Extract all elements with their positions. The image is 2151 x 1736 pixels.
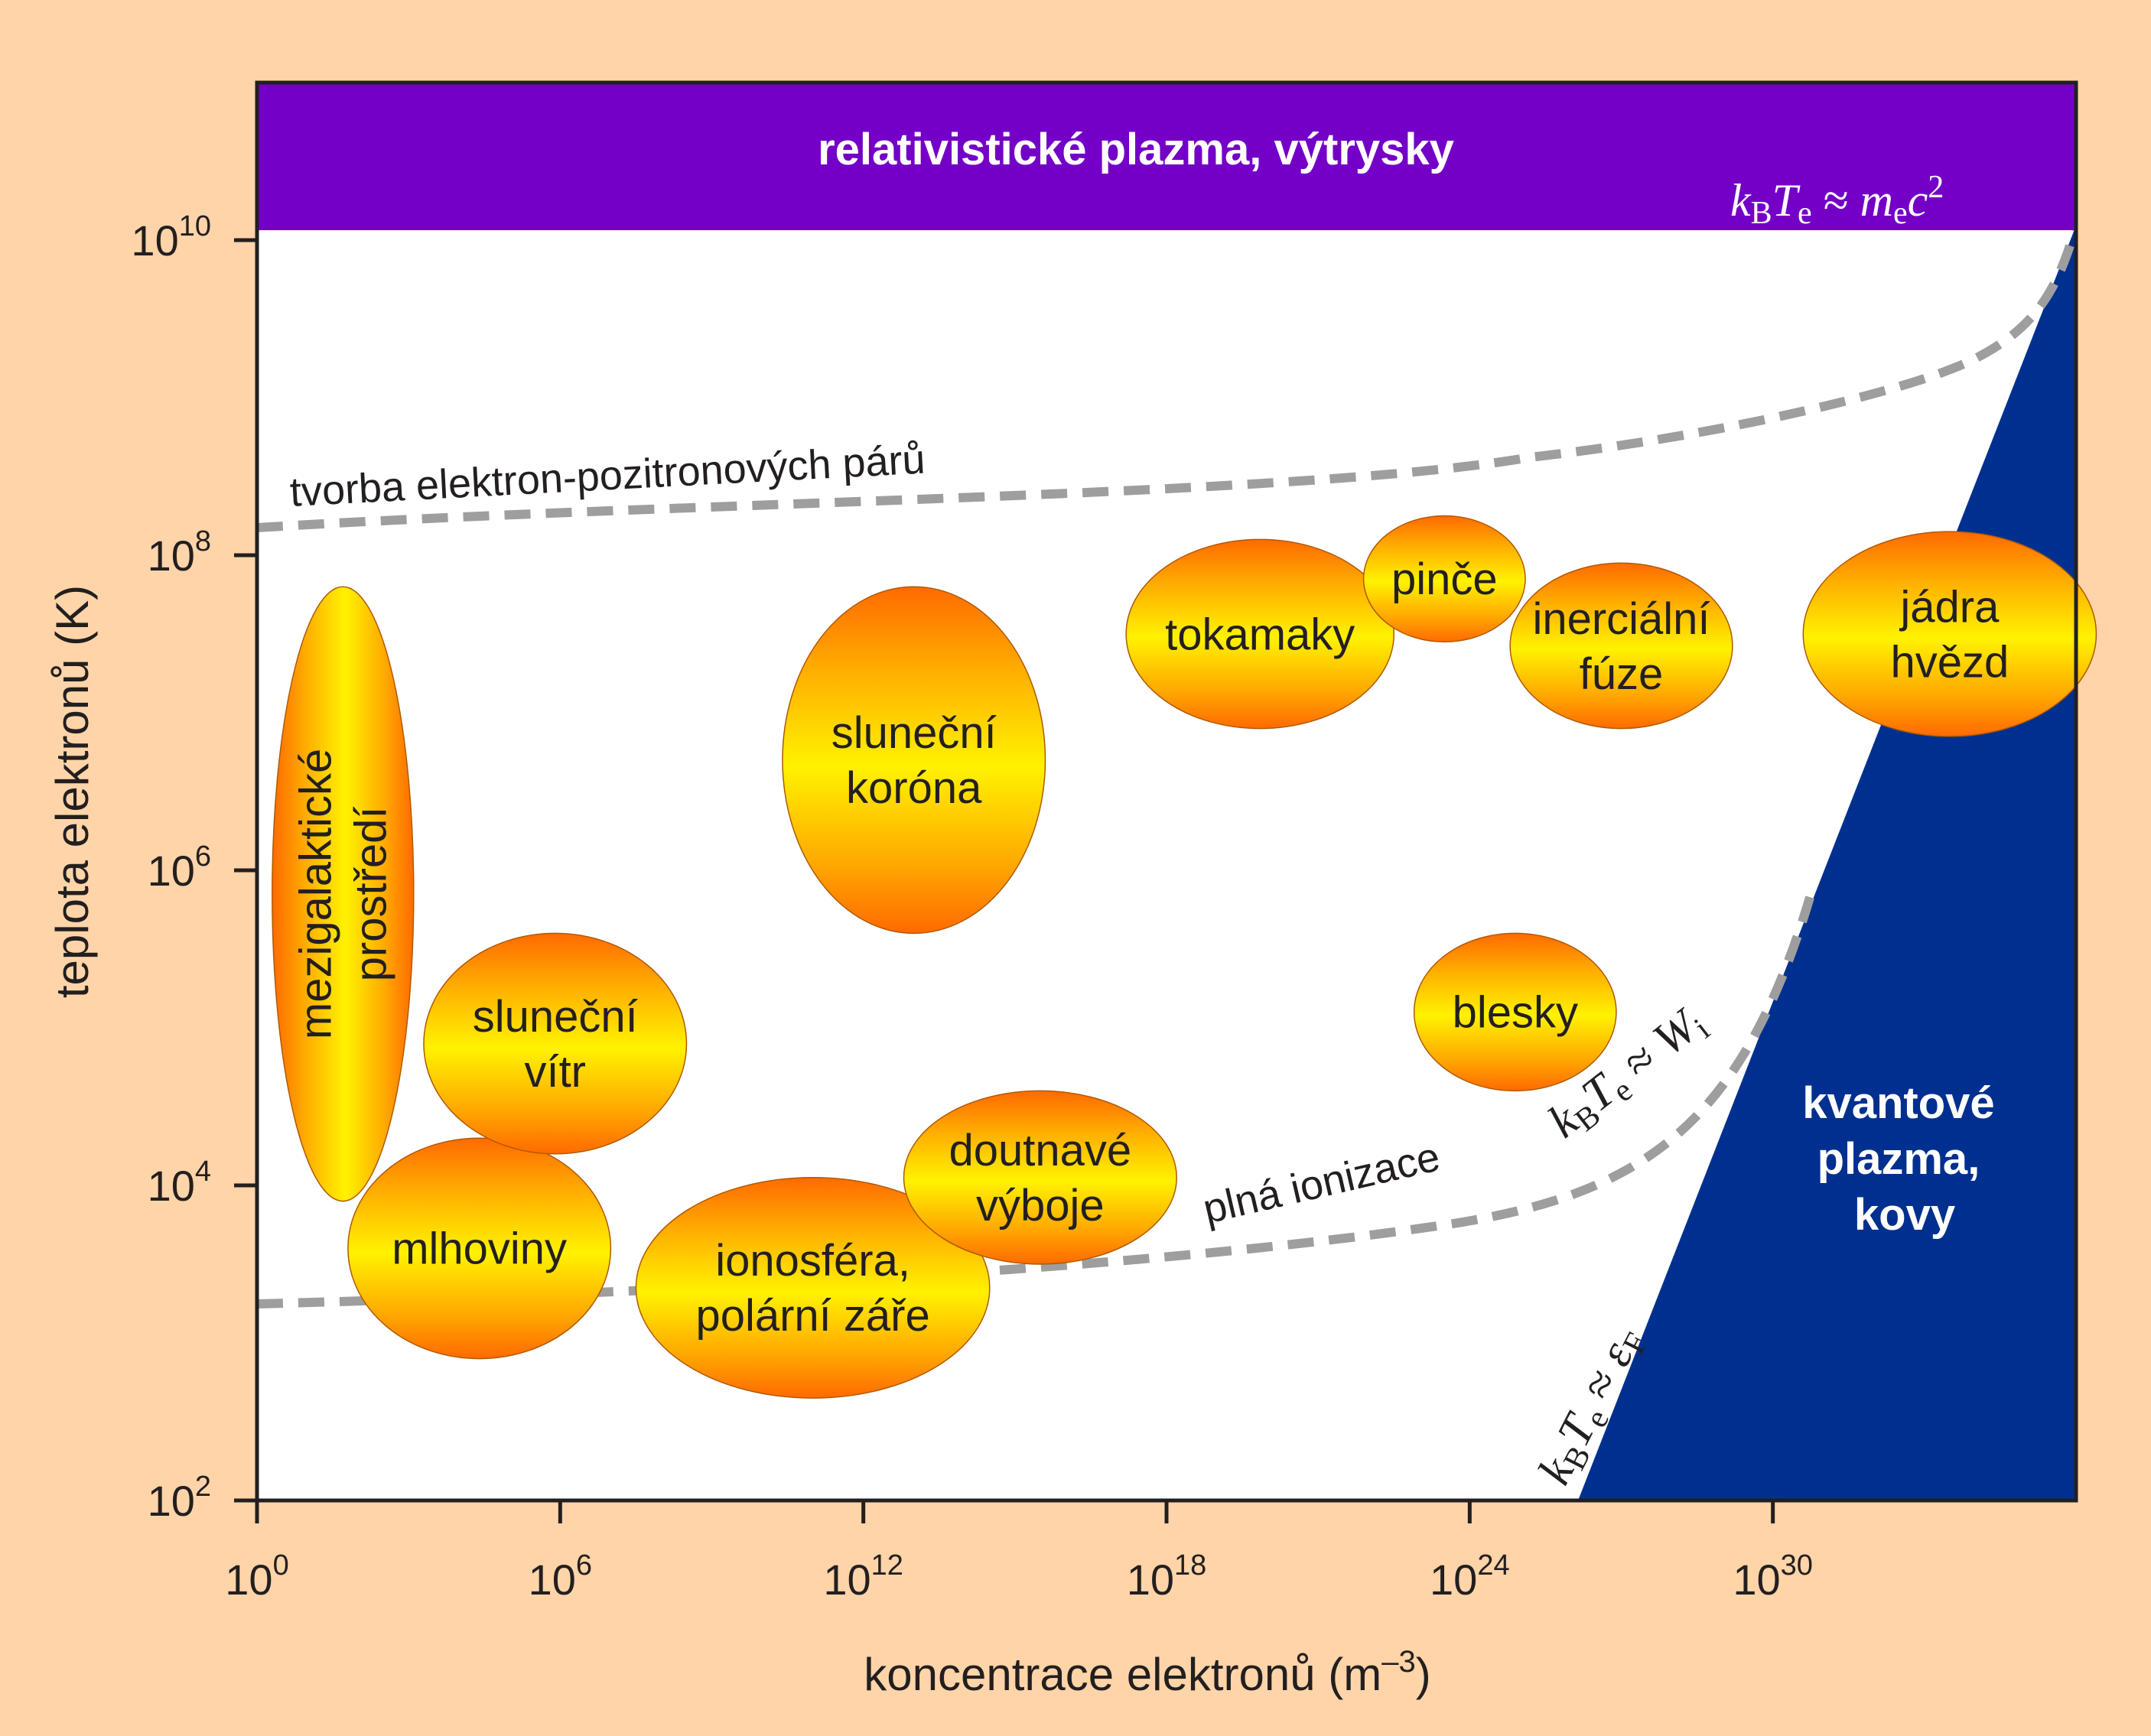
x-tick-label: 1018 [1127,1549,1207,1604]
plasma-region-ellipse [1125,538,1394,730]
plasma-region-8: pinče [1362,515,1526,643]
plasma-region-9: inerciální fúze [1509,562,1733,730]
x-tick-label: 1012 [823,1549,903,1604]
quantum-region-label: kvantové plazma, kovy [1802,1078,2007,1240]
x-tick-label: 100 [225,1549,288,1604]
pair-production-boundary [257,224,2076,532]
full-ionization-boundary [257,886,1817,1309]
x-tick-label: 106 [529,1549,592,1604]
plasma-region-ellipse [635,1176,991,1399]
y-tick-label: 102 [148,1471,211,1525]
y-axis-ticks: 102 104 106 108 1010 [131,210,257,1525]
y-tick-label: 1010 [131,210,211,265]
y-axis-title: teplota elektronů (K) [47,585,98,998]
plasma-region-label: doutnavé výboje [949,1126,1132,1230]
x-tick-label: 1030 [1733,1549,1813,1604]
plasma-region-label: blesky [1453,988,1578,1038]
y-tick-label: 104 [148,1156,211,1210]
x-axis-title: koncentrace elektronů (m–3) [864,1645,1430,1700]
plasma-region-label: sluneční vítr [473,992,638,1097]
plasma-region-label: jádra hvězd [1890,582,2009,687]
plasma-region-4: sluneční koróna [782,586,1046,935]
plasma-region-5: doutnavé výboje [903,1090,1177,1265]
plasma-region-ellipse [272,586,415,1202]
plasma-region-label: mezigalaktické prostředí [291,749,396,1039]
plasma-region-ellipse [782,586,1046,935]
y-tick-label: 108 [148,525,211,580]
y-tick-label: 106 [148,840,211,895]
plasma-region-label: tokamaky [1165,610,1355,659]
plasma-region-ellipse [1362,515,1526,643]
plasma-region-2: sluneční vítr [423,932,688,1155]
plasma-region-0: mezigalaktické prostředí [272,586,415,1202]
plasma-region-3: ionosféra, polární záře [635,1176,991,1399]
relativistic-region-label: relativistické plazma, výtrysky [818,125,1454,174]
plasma-region-ellipse [903,1090,1177,1265]
plasma-region-1: mlhoviny [347,1137,612,1360]
fermi-formula: kBTe ≈ εF [1528,1318,1656,1494]
plasma-region-label: pinče [1391,554,1498,604]
plasma-region-label: mlhoviny [392,1224,567,1274]
plasma-region-label: sluneční koróna [831,708,997,813]
plasma-region-7: tokamaky [1125,538,1394,730]
plasma-region-ellipse [1802,531,2097,737]
plasma-region-ellipse [1509,562,1733,730]
plasma-region-10: jádra hvězd [1802,531,2097,737]
relativistic-formula: kBTe ≈ mec2 [1730,170,1944,231]
plasma-regions: mezigalaktické prostředí mlhoviny sluneční v… [272,515,2097,1399]
x-axis-ticks: 100 106 1012 1018 1024 1030 [225,1500,1813,1604]
plasma-region-label: inerciální fúze [1532,594,1710,699]
relativistic-plasma-region [257,83,2076,230]
plasma-region-6: blesky [1413,932,1617,1092]
x-tick-label: 1024 [1430,1549,1510,1604]
plasma-region-label: ionosféra, polární záře [695,1236,929,1341]
plasma-region-ellipse [1413,932,1617,1092]
plasma-region-ellipse [423,932,688,1155]
plasma-region-ellipse [347,1137,612,1360]
